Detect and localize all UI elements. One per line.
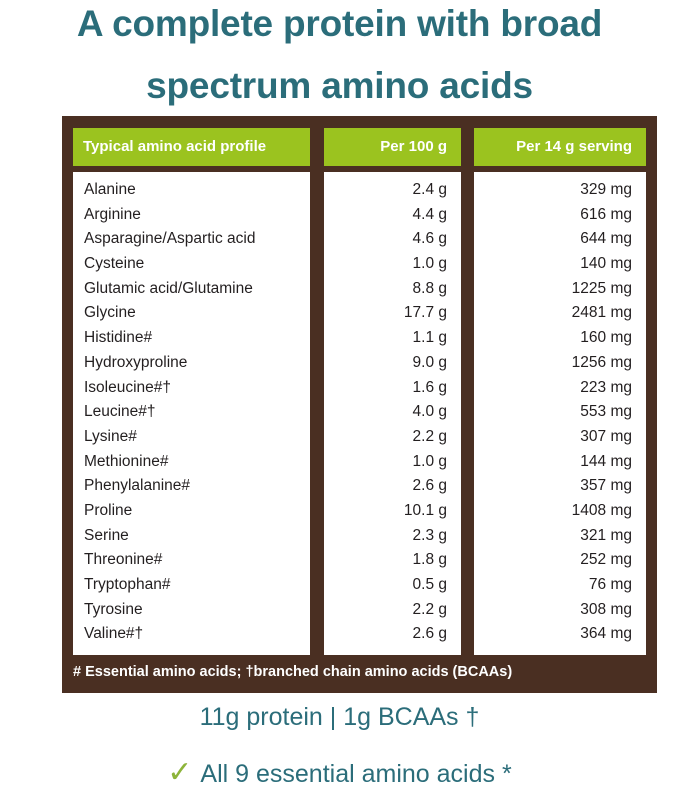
- title-line-2: spectrum amino acids: [146, 65, 533, 106]
- table-cell-per-serving: 357 mg: [580, 477, 632, 495]
- table-cell-per-100g: 9.0 g: [412, 353, 447, 371]
- table-cell-amino-acid: Threonine#: [84, 551, 163, 569]
- table-cell-per-serving: 144 mg: [580, 452, 632, 470]
- table-cell-per-serving: 2481 mg: [571, 304, 632, 322]
- table-cell-amino-acid: Lysine#: [84, 427, 137, 445]
- essential-amino-acids-line: ✓ All 9 essential amino acids *: [0, 755, 679, 790]
- table-cell-per-100g: 2.6 g: [412, 625, 447, 643]
- table-cell-per-100g: 2.6 g: [412, 477, 447, 495]
- table-cell-per-100g: 1.6 g: [412, 378, 447, 396]
- table-cell-per-serving: 307 mg: [580, 427, 632, 445]
- table-cell-amino-acid: Alanine: [84, 181, 136, 198]
- table-cell-amino-acid: Isoleucine#†: [84, 378, 172, 396]
- table-cell-amino-acid: Proline: [84, 501, 133, 519]
- table-cell-amino-acid: Cysteine: [84, 255, 145, 273]
- table-cell-amino-acid: Hydroxyproline: [84, 353, 188, 371]
- protein-summary: 11g protein | 1g BCAAs †: [199, 703, 480, 731]
- title-line-1: A complete protein with broad: [76, 3, 603, 44]
- table-cell-per-serving: 308 mg: [580, 600, 632, 618]
- table-cell-per-serving: 76 mg: [588, 576, 632, 593]
- table-cell-per-serving: 140 mg: [580, 255, 632, 273]
- amino-acid-table: Typical amino acid profile Per 100 g Per…: [62, 116, 657, 693]
- table-cell-per-serving: 616 mg: [580, 205, 632, 223]
- header-per-100g: Per 100 g: [324, 128, 461, 166]
- column-amino-acid: Alanine Arginine Asparagine/Aspartic acid C…: [73, 172, 310, 655]
- table-cell-amino-acid: Serine: [84, 526, 129, 544]
- table-cell-per-serving: 321 mg: [580, 526, 632, 544]
- table-cell-per-100g: 8.8 g: [412, 279, 447, 297]
- table-cell-per-100g: 2.4 g: [412, 181, 447, 198]
- table-cell-per-serving: 329 mg: [580, 181, 632, 198]
- column-per-serving: 329 mg 616 mg 644 mg 140 mg 1225 mg 2481 mg 16…: [474, 172, 646, 655]
- table-cell-per-100g: 2.3 g: [412, 526, 447, 544]
- table-cell-per-serving: 1408 mg: [571, 501, 632, 519]
- table-cell-per-serving: 252 mg: [580, 551, 632, 569]
- table-cell-per-100g: 10.1 g: [403, 501, 447, 519]
- table-cell-amino-acid: Tryptophan#: [84, 576, 171, 593]
- table-cell-amino-acid: Glutamic acid/Glutamine: [84, 279, 253, 297]
- table-cell-per-serving: 160 mg: [580, 329, 632, 347]
- table-cell-per-100g: 1.1 g: [412, 329, 447, 347]
- table-cell-per-100g: 0.5 g: [412, 576, 447, 593]
- table-cell-per-serving: 553 mg: [580, 403, 632, 421]
- table-cell-per-serving: 223 mg: [580, 378, 632, 396]
- table-cell-per-100g: 2.2 g: [412, 427, 447, 445]
- essential-text: All 9 essential amino acids *: [200, 760, 512, 788]
- table-cell-amino-acid: Asparagine/Aspartic acid: [84, 230, 256, 248]
- table-cell-amino-acid: Leucine#†: [84, 403, 156, 421]
- column-per-100g: 2.4 g 4.4 g 4.6 g 1.0 g 8.8 g 17.7 g 1.1 g 9.0 …: [324, 172, 461, 655]
- table-cell-per-100g: 17.7 g: [403, 304, 447, 322]
- table-cell-per-serving: 1225 mg: [571, 279, 632, 297]
- table-cell-per-serving: 644 mg: [580, 230, 632, 248]
- table-cell-per-100g: 2.2 g: [412, 600, 447, 618]
- table-cell-per-100g: 4.0 g: [412, 403, 447, 421]
- table-cell-amino-acid: Phenylalanine#: [84, 477, 191, 495]
- table-cell-per-100g: 4.6 g: [412, 230, 447, 248]
- header-per-serving: Per 14 g serving: [474, 128, 646, 166]
- table-cell-per-serving: 1256 mg: [571, 353, 632, 371]
- footnote: # Essential amino acids; †branched chain…: [73, 664, 513, 680]
- header-amino-acid: Typical amino acid profile: [73, 128, 310, 166]
- table-cell-per-100g: 1.0 g: [412, 452, 447, 470]
- checkmark-icon: ✓: [167, 756, 193, 789]
- table-cell-amino-acid: Arginine: [84, 205, 141, 223]
- table-cell-amino-acid: Histidine#: [84, 329, 153, 347]
- table-cell-amino-acid: Tyrosine: [84, 600, 143, 618]
- table-cell-amino-acid: Methionine#: [84, 452, 169, 470]
- page-title: A complete protein with broad spectrum a…: [0, 0, 679, 124]
- table-cell-amino-acid: Glycine: [84, 304, 136, 322]
- table-cell-per-serving: 364 mg: [580, 625, 632, 643]
- table-cell-amino-acid: Valine#†: [84, 625, 144, 643]
- table-cell-per-100g: 4.4 g: [412, 205, 447, 223]
- table-cell-per-100g: 1.0 g: [412, 255, 447, 273]
- table-cell-per-100g: 1.8 g: [412, 551, 447, 569]
